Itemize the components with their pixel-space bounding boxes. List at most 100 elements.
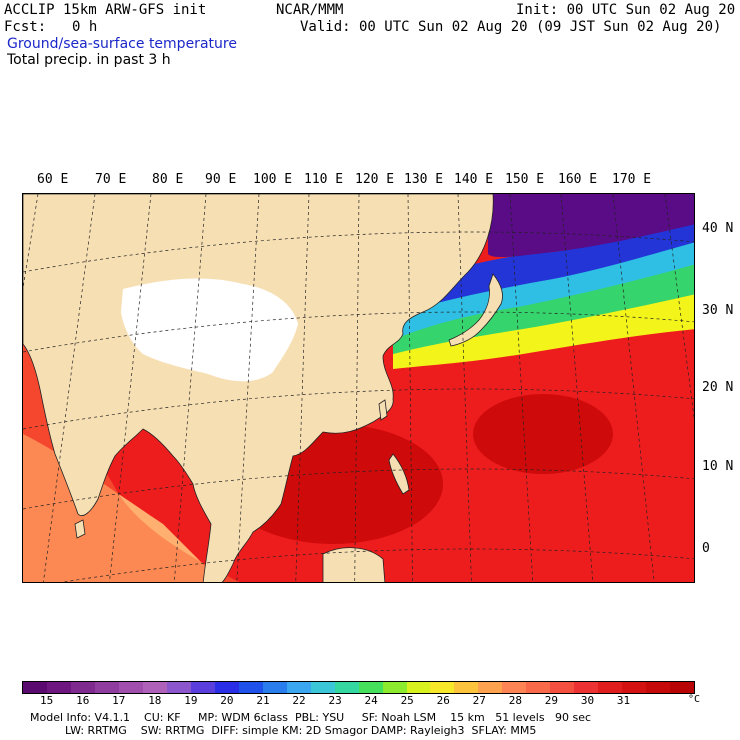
- colorbar-swatch: [406, 682, 431, 693]
- graticule-line: [295, 194, 310, 582]
- graticule-line: [407, 194, 413, 582]
- valid-time: Valid: 00 UTC Sun 02 Aug 20 (09 JST Sun …: [300, 19, 722, 35]
- graticule-line: [509, 194, 534, 582]
- colorbar-swatch: [358, 682, 383, 693]
- fcst-value: 0 h: [72, 19, 98, 35]
- temperature-colorbar: [22, 681, 695, 694]
- lon-label: 150 E: [505, 172, 545, 187]
- colorbar-tick-label: 18: [148, 694, 162, 707]
- lon-label: 170 E: [612, 172, 652, 187]
- colorbar-swatch: [382, 682, 407, 693]
- lon-label: 160 E: [558, 172, 598, 187]
- colorbar-swatch: [238, 682, 263, 693]
- colorbar-swatch: [46, 682, 71, 693]
- colorbar-tick-label: 17: [112, 694, 126, 707]
- colorbar-swatch: [598, 682, 623, 693]
- map-canvas[interactable]: [23, 194, 695, 583]
- colorbar-tick-label: 31: [616, 694, 631, 707]
- lon-label: 100 E: [253, 172, 293, 187]
- colorbar-swatch: [262, 682, 287, 693]
- colorbar-swatch: [70, 682, 95, 693]
- colorbar-tick-label: 29: [544, 694, 559, 707]
- lon-label: 90 E: [205, 172, 237, 187]
- lon-label: 140 E: [454, 172, 494, 187]
- colorbar-tick-label: 15: [40, 694, 54, 707]
- tibetan-plateau: [121, 278, 298, 382]
- colorbar-swatch: [478, 682, 503, 693]
- graticule-line: [62, 548, 694, 582]
- colorbar-swatch: [646, 682, 671, 693]
- graticule-line: [457, 194, 472, 582]
- lat-label: 40 N: [702, 221, 734, 236]
- colorbar-tick-label: 28: [508, 694, 522, 707]
- model-info-line2: LW: RRTMG SW: RRTMG DIFF: simple KM: 2D …: [30, 724, 537, 737]
- colorbar-tick-label: 23: [328, 694, 342, 707]
- lat-label: 20 N: [702, 380, 734, 395]
- lon-label: 110 E: [304, 172, 344, 187]
- colorbar-swatch: [286, 682, 311, 693]
- colorbar-tick-label: 30: [580, 694, 595, 707]
- model-info-line1: Model Info: V4.1.1 CU: KF MP: WDM 6class…: [30, 711, 592, 724]
- taiwan-island: [378, 399, 388, 421]
- colorbar-swatch: [190, 682, 215, 693]
- colorbar-tick-label: 24: [364, 694, 378, 707]
- colorbar-tick-label: 25: [400, 694, 414, 707]
- colorbar-swatch: [574, 682, 599, 693]
- colorbar-swatch: [550, 682, 575, 693]
- lat-label: 30 N: [702, 303, 734, 318]
- colorbar-tick-label: 21: [256, 694, 270, 707]
- colorbar-tick-label: 19: [184, 694, 198, 707]
- borneo-island: [322, 547, 386, 582]
- graticule-line: [560, 194, 594, 582]
- colorbar-swatch: [142, 682, 167, 693]
- colorbar-tick-label: 22: [292, 694, 306, 707]
- colorbar-unit: °C: [688, 694, 701, 705]
- warm-pool: [473, 394, 613, 474]
- model-title: ACCLIP 15km ARW-GFS init: [4, 2, 207, 18]
- lon-label: 130 E: [404, 172, 444, 187]
- colorbar-swatch: [166, 682, 191, 693]
- map-panel[interactable]: [22, 193, 695, 583]
- field-ground-temp: Ground/sea-surface temperature: [7, 36, 237, 52]
- cold-purple-region: [488, 194, 694, 258]
- lon-label: 60 E: [37, 172, 69, 187]
- colorbar-swatch: [622, 682, 647, 693]
- lat-label: 0: [702, 541, 710, 556]
- colorbar-swatch: [502, 682, 527, 693]
- colorbar-swatch: [454, 682, 479, 693]
- graticule-line: [354, 194, 360, 582]
- graticule-line: [23, 231, 694, 273]
- org-label: NCAR/MMM: [276, 2, 344, 18]
- colorbar-swatch: [334, 682, 359, 693]
- colorbar-swatch: [430, 682, 455, 693]
- colorbar-swatch: [94, 682, 119, 693]
- graticule-line: [23, 311, 694, 353]
- colorbar-swatch: [670, 682, 695, 693]
- graticule-line: [23, 468, 694, 510]
- lon-label: 70 E: [95, 172, 127, 187]
- graticule-line: [173, 194, 207, 582]
- japan-islands: [448, 273, 503, 347]
- colorbar-swatch: [214, 682, 239, 693]
- colorbar-tick-label: 26: [436, 694, 450, 707]
- graticule: [23, 194, 694, 582]
- colorbar-swatch: [118, 682, 143, 693]
- colorbar-swatch: [23, 682, 47, 693]
- sri-lanka-island: [74, 519, 86, 539]
- lon-label: 120 E: [355, 172, 395, 187]
- graticule-line: [612, 194, 655, 582]
- colorbar-tick-label: 16: [76, 694, 90, 707]
- graticule-line: [236, 194, 260, 582]
- graticule-line: [109, 194, 152, 582]
- colorbar-tick-label: 27: [472, 694, 486, 707]
- fcst-label: Fcst:: [4, 19, 47, 35]
- field-precip: Total precip. in past 3 h: [7, 52, 171, 68]
- indian-ocean-mid: [23, 344, 240, 582]
- colorbar-tick-label: 20: [220, 694, 234, 707]
- lat-label: 10 N: [702, 459, 734, 474]
- colorbar-swatch: [526, 682, 551, 693]
- colorbar-swatch: [310, 682, 335, 693]
- init-time: Init: 00 UTC Sun 02 Aug 20: [516, 2, 736, 18]
- philippines-islands: [388, 453, 410, 495]
- lon-label: 80 E: [152, 172, 184, 187]
